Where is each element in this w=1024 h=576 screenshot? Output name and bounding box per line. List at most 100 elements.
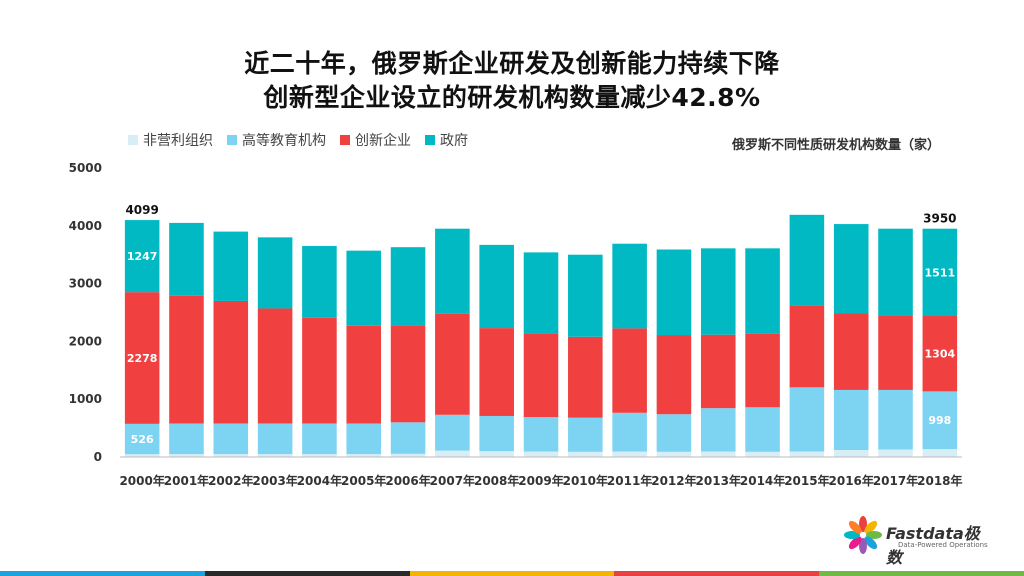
y-tick-label: 3000: [69, 277, 102, 291]
bar-segment: [789, 387, 825, 452]
bar-segment: [124, 423, 160, 455]
bar-segment: [700, 334, 736, 409]
chart-legend: 非营利组织 高等教育机构 创新企业 政府: [128, 130, 468, 150]
bottom-bar-segment: [204, 571, 410, 576]
bar-segment: [169, 423, 204, 455]
legend-swatch: [227, 135, 237, 145]
bar-segment: [302, 246, 337, 318]
bar-segment: [124, 454, 160, 457]
x-tick-label: 2017年: [873, 473, 918, 488]
bottom-bar-segment: [819, 571, 1024, 576]
bar-segment: [257, 237, 293, 309]
data-label: 526: [131, 433, 154, 446]
bar-segment: [789, 305, 825, 388]
x-tick-label: 2000年: [119, 473, 164, 488]
x-tick-label: 2003年: [252, 473, 297, 488]
bar-segment: [833, 389, 869, 451]
x-tick-label: 2018年: [917, 473, 962, 488]
bar-segment: [656, 451, 692, 457]
bar-segment: [922, 316, 958, 392]
x-tick-label: 2013年: [696, 473, 741, 488]
x-tick-label: 2011年: [607, 473, 652, 488]
x-tick-label: 2002年: [208, 473, 253, 488]
y-tick-label: 5000: [69, 161, 102, 175]
bar-segment: [435, 313, 470, 415]
data-label: 2278: [127, 352, 158, 365]
bar-segment: [346, 454, 382, 457]
logo-name: Fastdata极数: [886, 524, 980, 567]
y-tick-label: 2000: [69, 334, 102, 348]
bar-segment: [346, 250, 382, 326]
bar-segment: [523, 417, 559, 452]
bar-segment: [523, 451, 559, 457]
bar-segment: [390, 453, 426, 457]
legend-label: 政府: [440, 133, 468, 149]
bar-segment: [479, 328, 514, 416]
legend-item: 非营利组织: [128, 130, 213, 150]
legend-swatch: [340, 135, 350, 145]
bar-segment: [656, 249, 692, 336]
bar-segment: [390, 247, 426, 326]
bar-segment: [833, 224, 869, 314]
x-tick-label: 2007年: [430, 473, 475, 488]
bar-segment: [390, 325, 426, 423]
x-tick-label: 2006年: [385, 473, 430, 488]
bar-segment: [878, 315, 913, 390]
legend-item: 创新企业: [340, 130, 411, 150]
bar-segment: [302, 423, 337, 455]
bar-segment: [523, 333, 559, 418]
x-tick-label: 2014年: [740, 473, 785, 488]
chart-title-line1: 近二十年，俄罗斯企业研发及创新能力持续下降: [244, 49, 780, 78]
data-label: 1511: [925, 266, 956, 279]
bar-segment: [523, 252, 559, 334]
bar-segment: [435, 414, 470, 451]
bar-segment: [257, 308, 293, 424]
bar-segment: [568, 451, 603, 457]
fastdata-logo: Fastdata极数 Data-Powered Operations: [842, 514, 992, 567]
bar-segment: [568, 336, 603, 418]
x-tick-label: 2009年: [518, 473, 563, 488]
bar-segment: [479, 244, 514, 329]
legend-item: 政府: [425, 130, 468, 150]
bar-segment: [390, 422, 426, 454]
bar-segment: [124, 220, 160, 293]
x-tick-label: 2005年: [341, 473, 386, 488]
bar-segment: [346, 423, 382, 455]
x-tick-label: 2016年: [829, 473, 874, 488]
bar-segment: [700, 408, 736, 452]
bar-segment: [922, 449, 958, 457]
bar-segment: [435, 228, 470, 314]
data-label: 1304: [925, 348, 956, 361]
bottom-bar-segment: [409, 571, 615, 576]
bar-segment: [302, 317, 337, 424]
bar-segment: [878, 228, 913, 316]
bar-segment: [257, 454, 293, 457]
x-tick-label: 2001年: [164, 473, 209, 488]
bottom-bar-segment: [614, 571, 820, 576]
bar-segment: [789, 214, 825, 306]
x-tick-label: 2012年: [651, 473, 696, 488]
legend-label: 非营利组织: [143, 133, 213, 149]
bar-segment: [612, 451, 647, 457]
bar-segment: [302, 454, 337, 457]
bar-segment: [700, 451, 736, 457]
legend-swatch: [425, 135, 435, 145]
y-tick-label: 4000: [69, 219, 102, 233]
bar-segment: [612, 243, 647, 329]
bar-segment: [479, 415, 514, 452]
bar-segment: [568, 417, 603, 452]
y-tick-label: 0: [94, 450, 102, 464]
logo-tagline: Data-Powered Operations: [898, 541, 988, 549]
bottom-color-bar: [0, 571, 1024, 576]
bar-segment: [213, 300, 249, 424]
x-tick-label: 2008年: [474, 473, 519, 488]
bar-segment: [745, 451, 780, 457]
data-label: 998: [928, 414, 951, 427]
total-label: 3950: [923, 212, 956, 226]
bar-segment: [878, 449, 913, 457]
bar-segment: [700, 248, 736, 335]
bar-segment: [612, 328, 647, 413]
bar-segment: [257, 423, 293, 455]
legend-label: 创新企业: [355, 133, 411, 149]
bar-segment: [124, 292, 160, 424]
